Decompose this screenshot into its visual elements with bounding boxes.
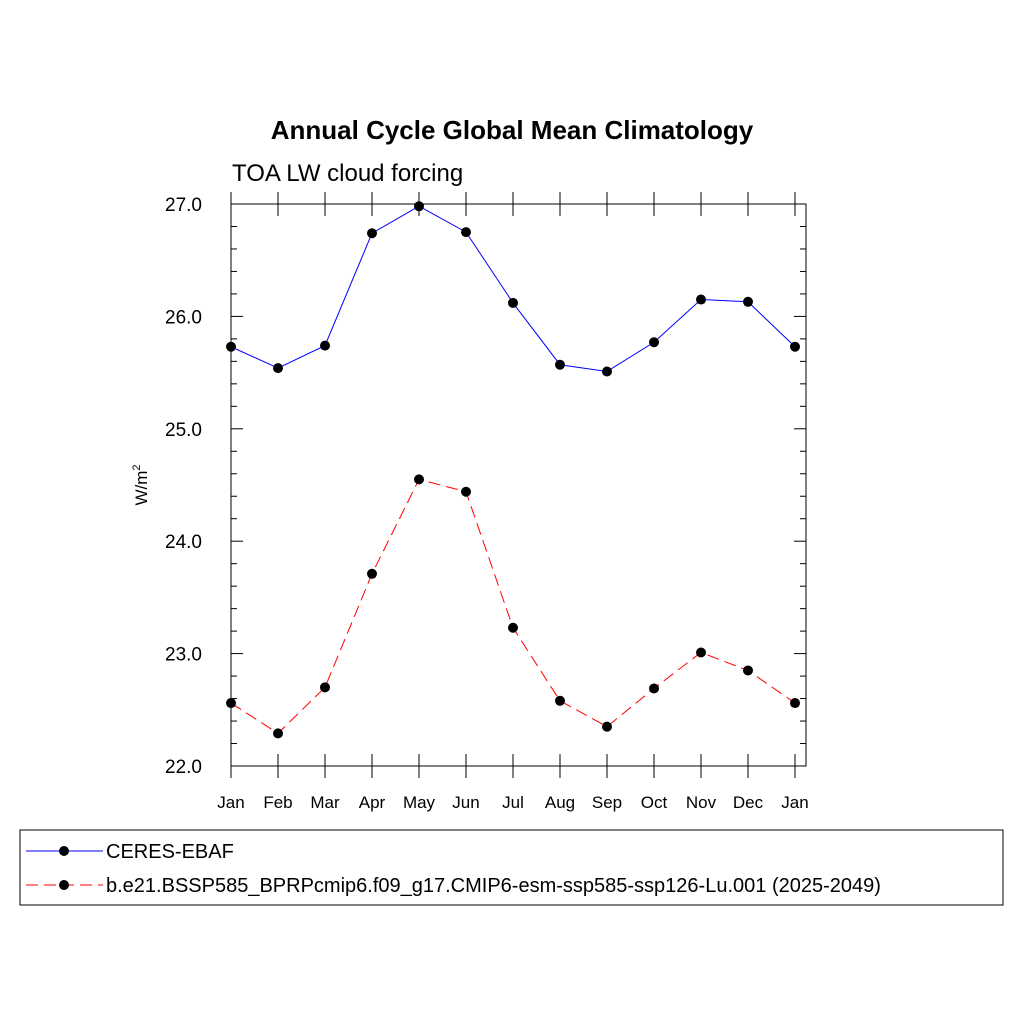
legend-entry-2: b.e21.BSSP585_BPRPcmip6.f09_g17.CMIP6-es… xyxy=(26,875,881,897)
data-point xyxy=(226,698,236,709)
data-point xyxy=(320,682,330,693)
x-tick-label: Aug xyxy=(545,793,575,812)
x-tick-label: Jan xyxy=(217,793,244,812)
x-tick-label: Jul xyxy=(502,793,524,812)
data-point xyxy=(555,695,565,706)
data-point xyxy=(696,647,706,658)
legend-items: CERES-EBAF b.e21.BSSP585_BPRPcmip6.f09_g1… xyxy=(26,841,881,897)
data-point xyxy=(508,622,518,633)
y-tick-label: 25.0 xyxy=(165,420,202,441)
data-point xyxy=(743,296,753,307)
legend-box xyxy=(19,829,1004,906)
y-axis-label-superscript: 2 xyxy=(131,464,143,470)
data-point xyxy=(226,341,236,352)
y-tick-label: 24.0 xyxy=(165,532,202,553)
data-point xyxy=(414,474,424,485)
x-tick-label: Feb xyxy=(263,793,292,812)
x-tick-label: Nov xyxy=(686,793,717,812)
legend-marker xyxy=(59,880,69,890)
chart-subtitle: TOA LW cloud forcing xyxy=(232,160,463,187)
data-point xyxy=(414,201,424,212)
series-1 xyxy=(226,201,800,377)
y-tick-label: 23.0 xyxy=(165,645,202,666)
plot-frame xyxy=(230,203,807,767)
data-point xyxy=(602,366,612,377)
x-tick-label: Dec xyxy=(733,793,764,812)
data-point xyxy=(273,728,283,739)
legend-label: b.e21.BSSP585_BPRPcmip6.f09_g17.CMIP6-es… xyxy=(106,875,881,897)
y-axis-label-unit: W/m xyxy=(132,471,151,506)
data-point xyxy=(461,227,471,238)
chart-title: Annual Cycle Global Mean Climatology xyxy=(271,115,754,145)
data-point xyxy=(743,665,753,676)
x-tick-label: Apr xyxy=(359,793,386,812)
data-series xyxy=(226,201,800,739)
data-point xyxy=(649,683,659,694)
x-tick-label: Jun xyxy=(452,793,479,812)
axis-ticks: 22.0 23.0 24.0 25.0 26.0 27.0 Jan Feb Mar Apr May J… xyxy=(165,192,809,812)
data-point xyxy=(273,363,283,374)
data-point xyxy=(320,340,330,351)
y-tick-label: 27.0 xyxy=(165,195,202,216)
data-point xyxy=(367,228,377,239)
data-point xyxy=(790,698,800,709)
y-tick-label: 26.0 xyxy=(165,307,202,328)
data-point xyxy=(649,337,659,348)
series-2 xyxy=(226,474,800,739)
x-tick-label: Jan xyxy=(781,793,808,812)
data-point xyxy=(555,359,565,370)
legend-entry-1: CERES-EBAF xyxy=(26,841,234,863)
x-tick-label: May xyxy=(403,793,436,812)
x-tick-label: Oct xyxy=(641,793,668,812)
data-point xyxy=(461,486,471,497)
data-point xyxy=(790,341,800,352)
series-line xyxy=(230,205,796,372)
legend: CERES-EBAF b.e21.BSSP585_BPRPcmip6.f09_g1… xyxy=(19,829,1004,906)
data-point xyxy=(367,568,377,579)
legend-marker xyxy=(59,846,69,856)
plot-axes xyxy=(230,203,807,767)
data-point xyxy=(508,297,518,308)
x-tick-label: Mar xyxy=(310,793,340,812)
series-line xyxy=(230,478,796,735)
data-point xyxy=(602,721,612,732)
legend-label: CERES-EBAF xyxy=(106,841,234,863)
y-tick-label: 22.0 xyxy=(165,757,202,778)
y-axis-label: W/m2 xyxy=(131,464,151,505)
x-tick-label: Sep xyxy=(592,793,622,812)
data-point xyxy=(696,294,706,305)
